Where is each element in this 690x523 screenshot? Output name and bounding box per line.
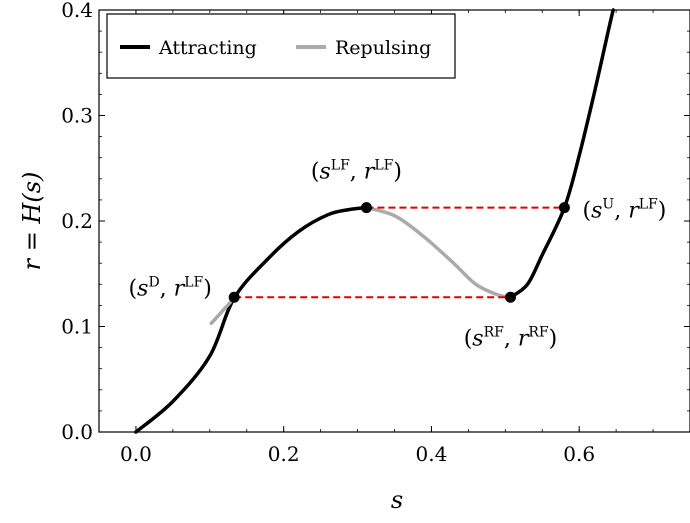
legend-attracting-label: Attracting	[158, 37, 257, 59]
point-d	[228, 291, 240, 303]
annotation-d: (sD, rLF)	[129, 274, 212, 301]
y-tick-label: 0.4	[61, 0, 93, 22]
series-repulsing-line-0	[364, 205, 513, 300]
legend-box	[106, 13, 456, 79]
y-tick-label: 0.3	[61, 104, 93, 128]
legend-repulsing-label: Repulsing	[335, 37, 431, 59]
x-axis-label: s	[391, 486, 403, 514]
x-tick-label: 0.6	[563, 442, 595, 466]
dashed-lines	[234, 206, 565, 299]
series-attracting-line-1	[508, 8, 615, 300]
point-lf	[360, 202, 372, 214]
x-tick-label: 0.0	[120, 442, 152, 466]
points	[228, 202, 570, 303]
y-ticks: 0.0 0.1 0.2 0.3 0.4	[61, 0, 690, 444]
annotation-u: (sU, rLF)	[582, 197, 666, 224]
annotations: (sLF, rLF) (sRF, rRF) (sD, rLF) (sU, rLF)	[129, 158, 667, 352]
y-tick-label: 0.2	[61, 209, 93, 233]
annotation-rf: (sRF, rRF)	[464, 324, 558, 351]
series-attracting-line-0	[134, 205, 369, 434]
point-rf	[504, 291, 516, 303]
y-axis-label: r = H(s)	[18, 172, 46, 271]
series-repulsing-line-1	[209, 296, 236, 326]
annotation-lf: (sLF, rLF)	[311, 158, 402, 185]
point-u	[558, 202, 570, 214]
x-ticks: 0.0 0.2 0.4 0.6	[98, 10, 690, 466]
y-tick-label: 0.0	[61, 420, 93, 444]
x-tick-label: 0.2	[268, 442, 300, 466]
legend: Attracting Repulsing	[106, 13, 456, 79]
curves	[134, 8, 615, 434]
y-tick-label: 0.1	[61, 315, 93, 339]
x-tick-label: 0.4	[416, 442, 448, 466]
